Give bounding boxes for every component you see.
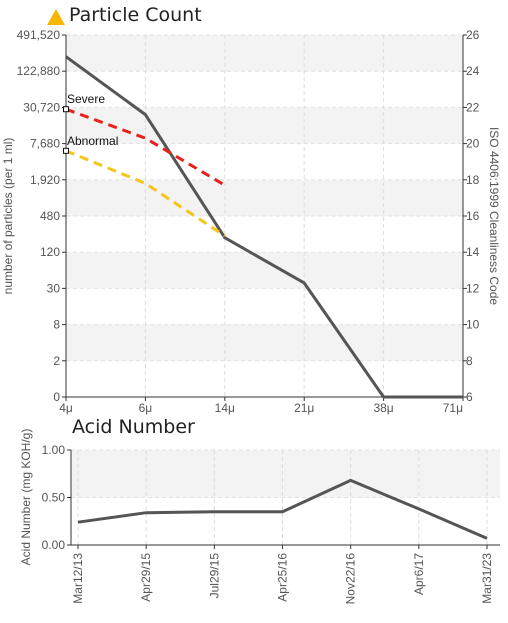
pc-y2-tick-label: 12	[466, 281, 480, 295]
pc-y-tick-label: 480	[40, 209, 60, 223]
pc-y2-tick-label: 26	[466, 28, 480, 42]
pc-grid-band	[66, 252, 463, 289]
an-x-tick-label: Mar31/23	[480, 553, 494, 604]
pc-y-tick-label: 122,880	[17, 64, 61, 78]
pc-grid-band	[66, 35, 463, 72]
pc-threshold-label: Abnormal	[67, 134, 118, 148]
pc-y-tick-label: 0	[53, 390, 60, 404]
pc-y2-tick-label: 24	[466, 64, 480, 78]
pc-y2-axis-label: ISO 4406:1999 Cleanliness Code	[487, 127, 501, 305]
an-x-tick-label: Apr25/16	[276, 553, 290, 602]
pc-x-tick-label: 38μ	[373, 401, 393, 415]
pc-threshold-marker	[63, 147, 69, 154]
an-x-tick-label: Apr6/17	[412, 553, 426, 595]
pc-y2-tick-label: 8	[466, 354, 473, 368]
an-grid-band	[71, 450, 500, 498]
pc-y2-tick-label: 14	[466, 245, 480, 259]
pc-y-tick-label: 8	[53, 318, 60, 332]
pc-y-tick-label: 30,720	[23, 100, 60, 114]
pc-y-tick-label: 2	[53, 354, 60, 368]
pc-x-tick-label: 21μ	[294, 401, 314, 415]
pc-threshold-label: Severe	[67, 92, 105, 106]
pc-x-tick-label: 14μ	[215, 401, 235, 415]
pc-y2-tick-label: 22	[466, 100, 480, 114]
pc-y-tick-label: 30	[47, 281, 61, 295]
pc-y2-tick-label: 16	[466, 209, 480, 223]
pc-series-measured	[65, 55, 463, 399]
an-y-axis-label: Acid Number (mg KOH/g)	[19, 429, 33, 566]
pc-y2-tick-label: 18	[466, 173, 480, 187]
warning-icon	[47, 9, 65, 25]
an-y-tick-label: 0.50	[42, 491, 66, 505]
an-y-tick-label: 1.00	[42, 443, 66, 457]
pc-y2-tick-label: 10	[466, 318, 480, 332]
pc-x-tick-label: 4μ	[59, 401, 73, 415]
pc-y-tick-label: 7,680	[30, 137, 60, 151]
an-x-tick-label: Jul29/15	[207, 553, 221, 599]
pc-grid-band	[66, 107, 463, 144]
pc-grid-band	[66, 179, 463, 216]
particle-count-title: Particle Count	[69, 4, 202, 26]
pc-y-axis-label: number of particles (per 1 ml)	[1, 138, 15, 295]
an-y-tick-label: 0.00	[42, 538, 66, 552]
pc-x-tick-label: 71μ	[443, 401, 463, 415]
pc-y2-tick-label: 20	[466, 137, 480, 151]
pc-x-tick-label: 6μ	[139, 401, 153, 415]
pc-grid-band	[66, 324, 463, 361]
acid-number-title: Acid Number	[72, 416, 195, 438]
pc-y-tick-label: 120	[40, 245, 60, 259]
an-series-line	[77, 478, 488, 540]
pc-y-tick-label: 1,920	[30, 173, 60, 187]
an-x-tick-label: Nov22/16	[344, 553, 358, 605]
pc-threshold-marker	[63, 106, 69, 113]
pc-y-tick-label: 491,520	[17, 28, 61, 42]
pc-y2-tick-label: 6	[466, 390, 473, 404]
an-x-tick-label: Apr29/15	[139, 553, 153, 602]
an-x-tick-label: Mar12/13	[71, 553, 85, 604]
